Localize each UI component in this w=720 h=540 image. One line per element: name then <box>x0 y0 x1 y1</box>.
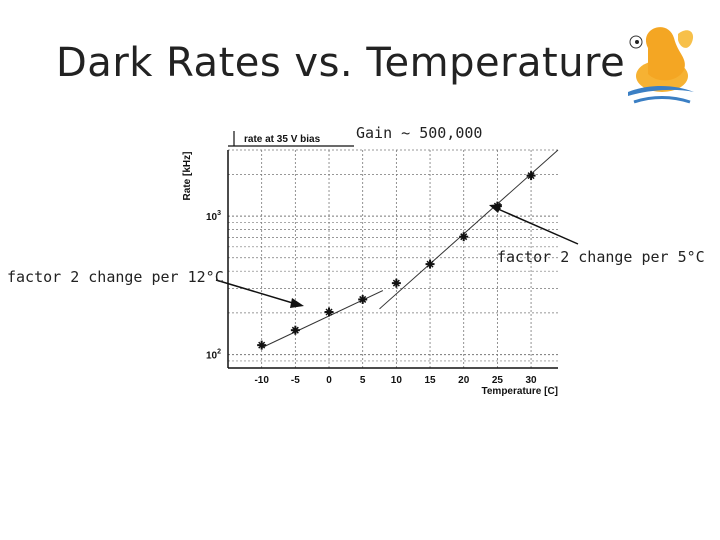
annotation-left-text: factor 2 change per 12°C <box>7 268 224 286</box>
data-point <box>526 171 536 181</box>
x-tick-label: 0 <box>326 375 332 386</box>
data-point <box>425 259 435 269</box>
x-tick-label: 5 <box>360 375 366 386</box>
chart-legend-box: rate at 35 V bias <box>228 131 354 147</box>
data-point <box>459 232 469 242</box>
data-point <box>290 325 300 335</box>
chart-frame <box>227 150 558 369</box>
marker-stroke <box>426 260 434 268</box>
x-tick-label: -5 <box>291 375 300 386</box>
x-tick-label: 30 <box>525 375 537 386</box>
x-tick-label: 15 <box>424 375 436 386</box>
y-tick-label: 102 <box>206 349 221 362</box>
x-tick-label: 25 <box>492 375 504 386</box>
data-point <box>257 340 267 350</box>
x-tick-label: 10 <box>391 375 403 386</box>
x-tick-label: 20 <box>458 375 470 386</box>
data-point <box>391 278 401 288</box>
x-axis-label: Temperature [C] <box>482 386 559 397</box>
marker-stroke <box>527 172 535 180</box>
data-point <box>358 294 368 304</box>
data-point <box>324 307 334 317</box>
marker-stroke <box>392 279 400 287</box>
chart-title: rate at 35 V bias <box>244 134 321 145</box>
marker-stroke <box>359 295 367 303</box>
cartoon-bird-logo-icon <box>628 27 694 104</box>
marker-stroke <box>325 308 333 316</box>
y-tick-label: 103 <box>206 210 221 223</box>
annotation-right-text: factor 2 change per 5°C <box>497 248 705 266</box>
marker-stroke <box>460 233 468 241</box>
marker-stroke <box>291 326 299 334</box>
marker-stroke <box>258 341 266 349</box>
annotation-arrow-right <box>489 204 579 245</box>
slide-title: Dark Rates vs. Temperature <box>56 40 626 86</box>
annotation-arrow-left <box>215 279 304 308</box>
x-tick-label: -10 <box>254 375 269 386</box>
gain-label: Gain ~ 500,000 <box>356 124 483 142</box>
chart-tick-labels: -10 -5 0 5 10 15 20 25 30 102 103 <box>206 210 537 386</box>
y-axis-label: Rate [kHz] <box>182 152 193 201</box>
